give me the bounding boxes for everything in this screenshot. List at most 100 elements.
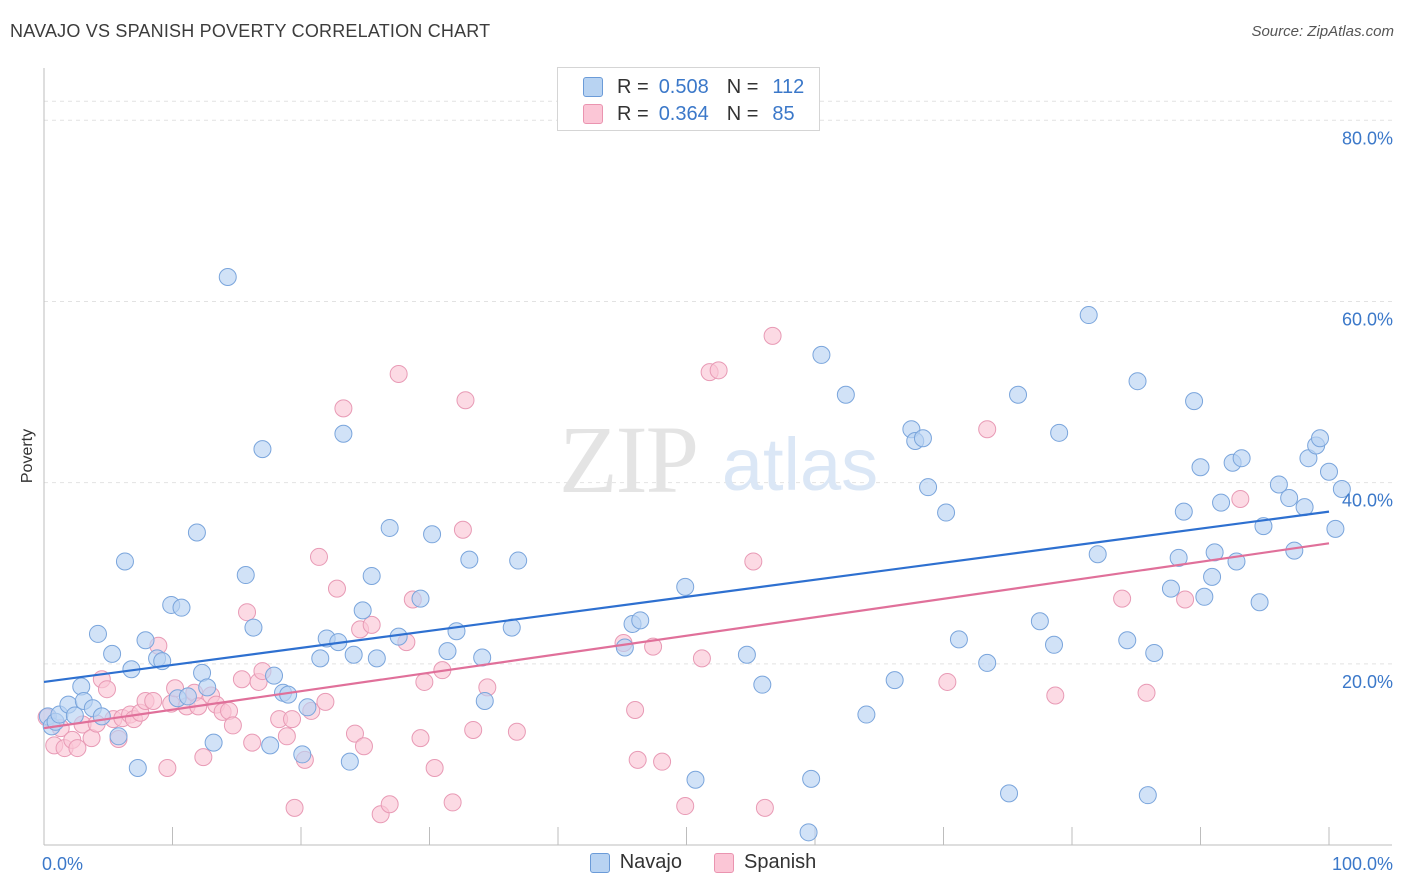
navajo-point bbox=[1280, 489, 1299, 508]
navajo-point bbox=[1320, 462, 1338, 481]
spanish-point bbox=[68, 739, 87, 758]
spanish-point bbox=[354, 737, 373, 756]
navajo-point bbox=[978, 653, 997, 672]
x-tick-label: 100.0% bbox=[1332, 854, 1393, 874]
legend-item-spanish[interactable]: Spanish bbox=[713, 851, 816, 874]
spanish-point bbox=[334, 399, 353, 418]
x-tick-label: 0.0% bbox=[42, 854, 83, 874]
y-tick-label: 60.0% bbox=[1342, 309, 1393, 329]
spanish-point bbox=[389, 364, 408, 383]
navajo-point bbox=[475, 691, 494, 710]
y-tick-label: 40.0% bbox=[1342, 491, 1393, 511]
spanish-point bbox=[411, 729, 430, 748]
chart-title: NAVAJO VS SPANISH POVERTY CORRELATION CH… bbox=[10, 21, 491, 41]
navajo-point bbox=[460, 550, 479, 569]
navajo-point bbox=[1045, 635, 1064, 654]
spanish-point bbox=[309, 547, 328, 566]
navajo-point bbox=[253, 440, 272, 459]
spanish-point bbox=[676, 797, 695, 816]
navajo-point bbox=[949, 630, 968, 649]
navajo-trend-line bbox=[43, 510, 1330, 684]
navajo-point bbox=[1050, 423, 1069, 442]
navajo-point bbox=[236, 566, 255, 585]
y-tick-label: 80.0% bbox=[1342, 128, 1393, 148]
series-legend: Navajo Spanish bbox=[0, 851, 1406, 874]
spanish-point bbox=[443, 793, 462, 812]
navajo-n-value: 112 bbox=[772, 75, 805, 98]
spanish-trend-line bbox=[43, 542, 1330, 730]
watermark-zip: ZIP bbox=[559, 406, 697, 513]
navajo-point bbox=[615, 638, 634, 657]
navajo-point bbox=[353, 601, 372, 620]
navajo-point bbox=[1332, 479, 1351, 498]
source-label: Source: ZipAtlas.com bbox=[1251, 23, 1394, 40]
legend-item-navajo[interactable]: Navajo bbox=[589, 851, 682, 874]
navajo-point bbox=[1079, 306, 1098, 325]
spanish-point bbox=[223, 716, 242, 735]
spanish-point bbox=[285, 798, 304, 817]
spanish-point bbox=[456, 391, 475, 410]
navajo-point bbox=[65, 706, 84, 725]
navajo-point bbox=[885, 671, 904, 690]
spanish-point bbox=[507, 722, 526, 741]
spanish-point bbox=[158, 759, 177, 777]
navajo-point bbox=[1185, 392, 1204, 411]
legend-row-navajo: R = 0.508 N = 112 bbox=[583, 74, 804, 100]
legend-row-spanish: R = 0.364 N = 85 bbox=[583, 101, 795, 127]
navajo-point bbox=[115, 552, 134, 571]
navajo-point bbox=[1191, 458, 1210, 477]
navajo-point bbox=[812, 345, 831, 364]
navajo-point bbox=[1009, 385, 1028, 404]
navajo-point bbox=[447, 622, 466, 641]
navajo-point bbox=[367, 649, 386, 668]
stats-legend: R = 0.508 N = 112 R = 0.364 N = 85 bbox=[557, 67, 820, 131]
watermark: ZIP atlas bbox=[559, 406, 878, 513]
spanish-point bbox=[653, 752, 672, 771]
navajo-point bbox=[1203, 567, 1222, 586]
spanish-point bbox=[380, 795, 399, 814]
navajo-point bbox=[244, 618, 263, 637]
navajo-point bbox=[937, 503, 956, 522]
spanish-point bbox=[345, 724, 364, 743]
navajo-n-label: N = bbox=[726, 75, 759, 98]
navajo-point bbox=[1195, 587, 1214, 606]
axes bbox=[43, 68, 1392, 846]
navajo-point bbox=[423, 525, 442, 544]
spanish-point bbox=[194, 748, 213, 767]
navajo-point bbox=[857, 705, 876, 724]
spanish-point bbox=[327, 579, 346, 598]
spanish-point bbox=[626, 701, 645, 720]
navajo-r-label: R = bbox=[617, 75, 649, 98]
tick-labels: 20.0% 40.0% 60.0% 80.0% 0.0% 100.0% bbox=[42, 128, 1393, 874]
navajo-point bbox=[92, 707, 111, 726]
navajo-point bbox=[1285, 541, 1304, 560]
navajo-point bbox=[340, 752, 359, 771]
navajo-point bbox=[261, 736, 280, 755]
trend-lines bbox=[43, 510, 1330, 730]
spanish-point bbox=[362, 615, 381, 634]
spanish-legend-swatch bbox=[713, 852, 734, 873]
watermark-atlas: atlas bbox=[722, 423, 878, 506]
spanish-point bbox=[644, 637, 663, 656]
navajo-point bbox=[411, 589, 430, 608]
navajo-point bbox=[438, 642, 457, 661]
navajo-point bbox=[380, 518, 399, 537]
navajo-legend-label: Navajo bbox=[619, 851, 682, 873]
navajo-point bbox=[218, 268, 237, 287]
spanish-point bbox=[144, 691, 163, 710]
navajo-point bbox=[362, 566, 381, 585]
navajo-r-value: 0.508 bbox=[658, 75, 709, 98]
spanish-point bbox=[232, 670, 251, 689]
navajo-point bbox=[311, 649, 330, 668]
navajo-point bbox=[172, 598, 191, 617]
navajo-point bbox=[1088, 545, 1107, 564]
spanish-r-label: R = bbox=[617, 102, 649, 125]
spanish-point bbox=[316, 692, 335, 711]
spanish-n-label: N = bbox=[726, 102, 759, 125]
spanish-point bbox=[1137, 683, 1156, 702]
navajo-point bbox=[293, 745, 312, 764]
spanish-point bbox=[1231, 489, 1250, 508]
spanish-point bbox=[709, 361, 728, 380]
navajo-point bbox=[913, 429, 932, 448]
